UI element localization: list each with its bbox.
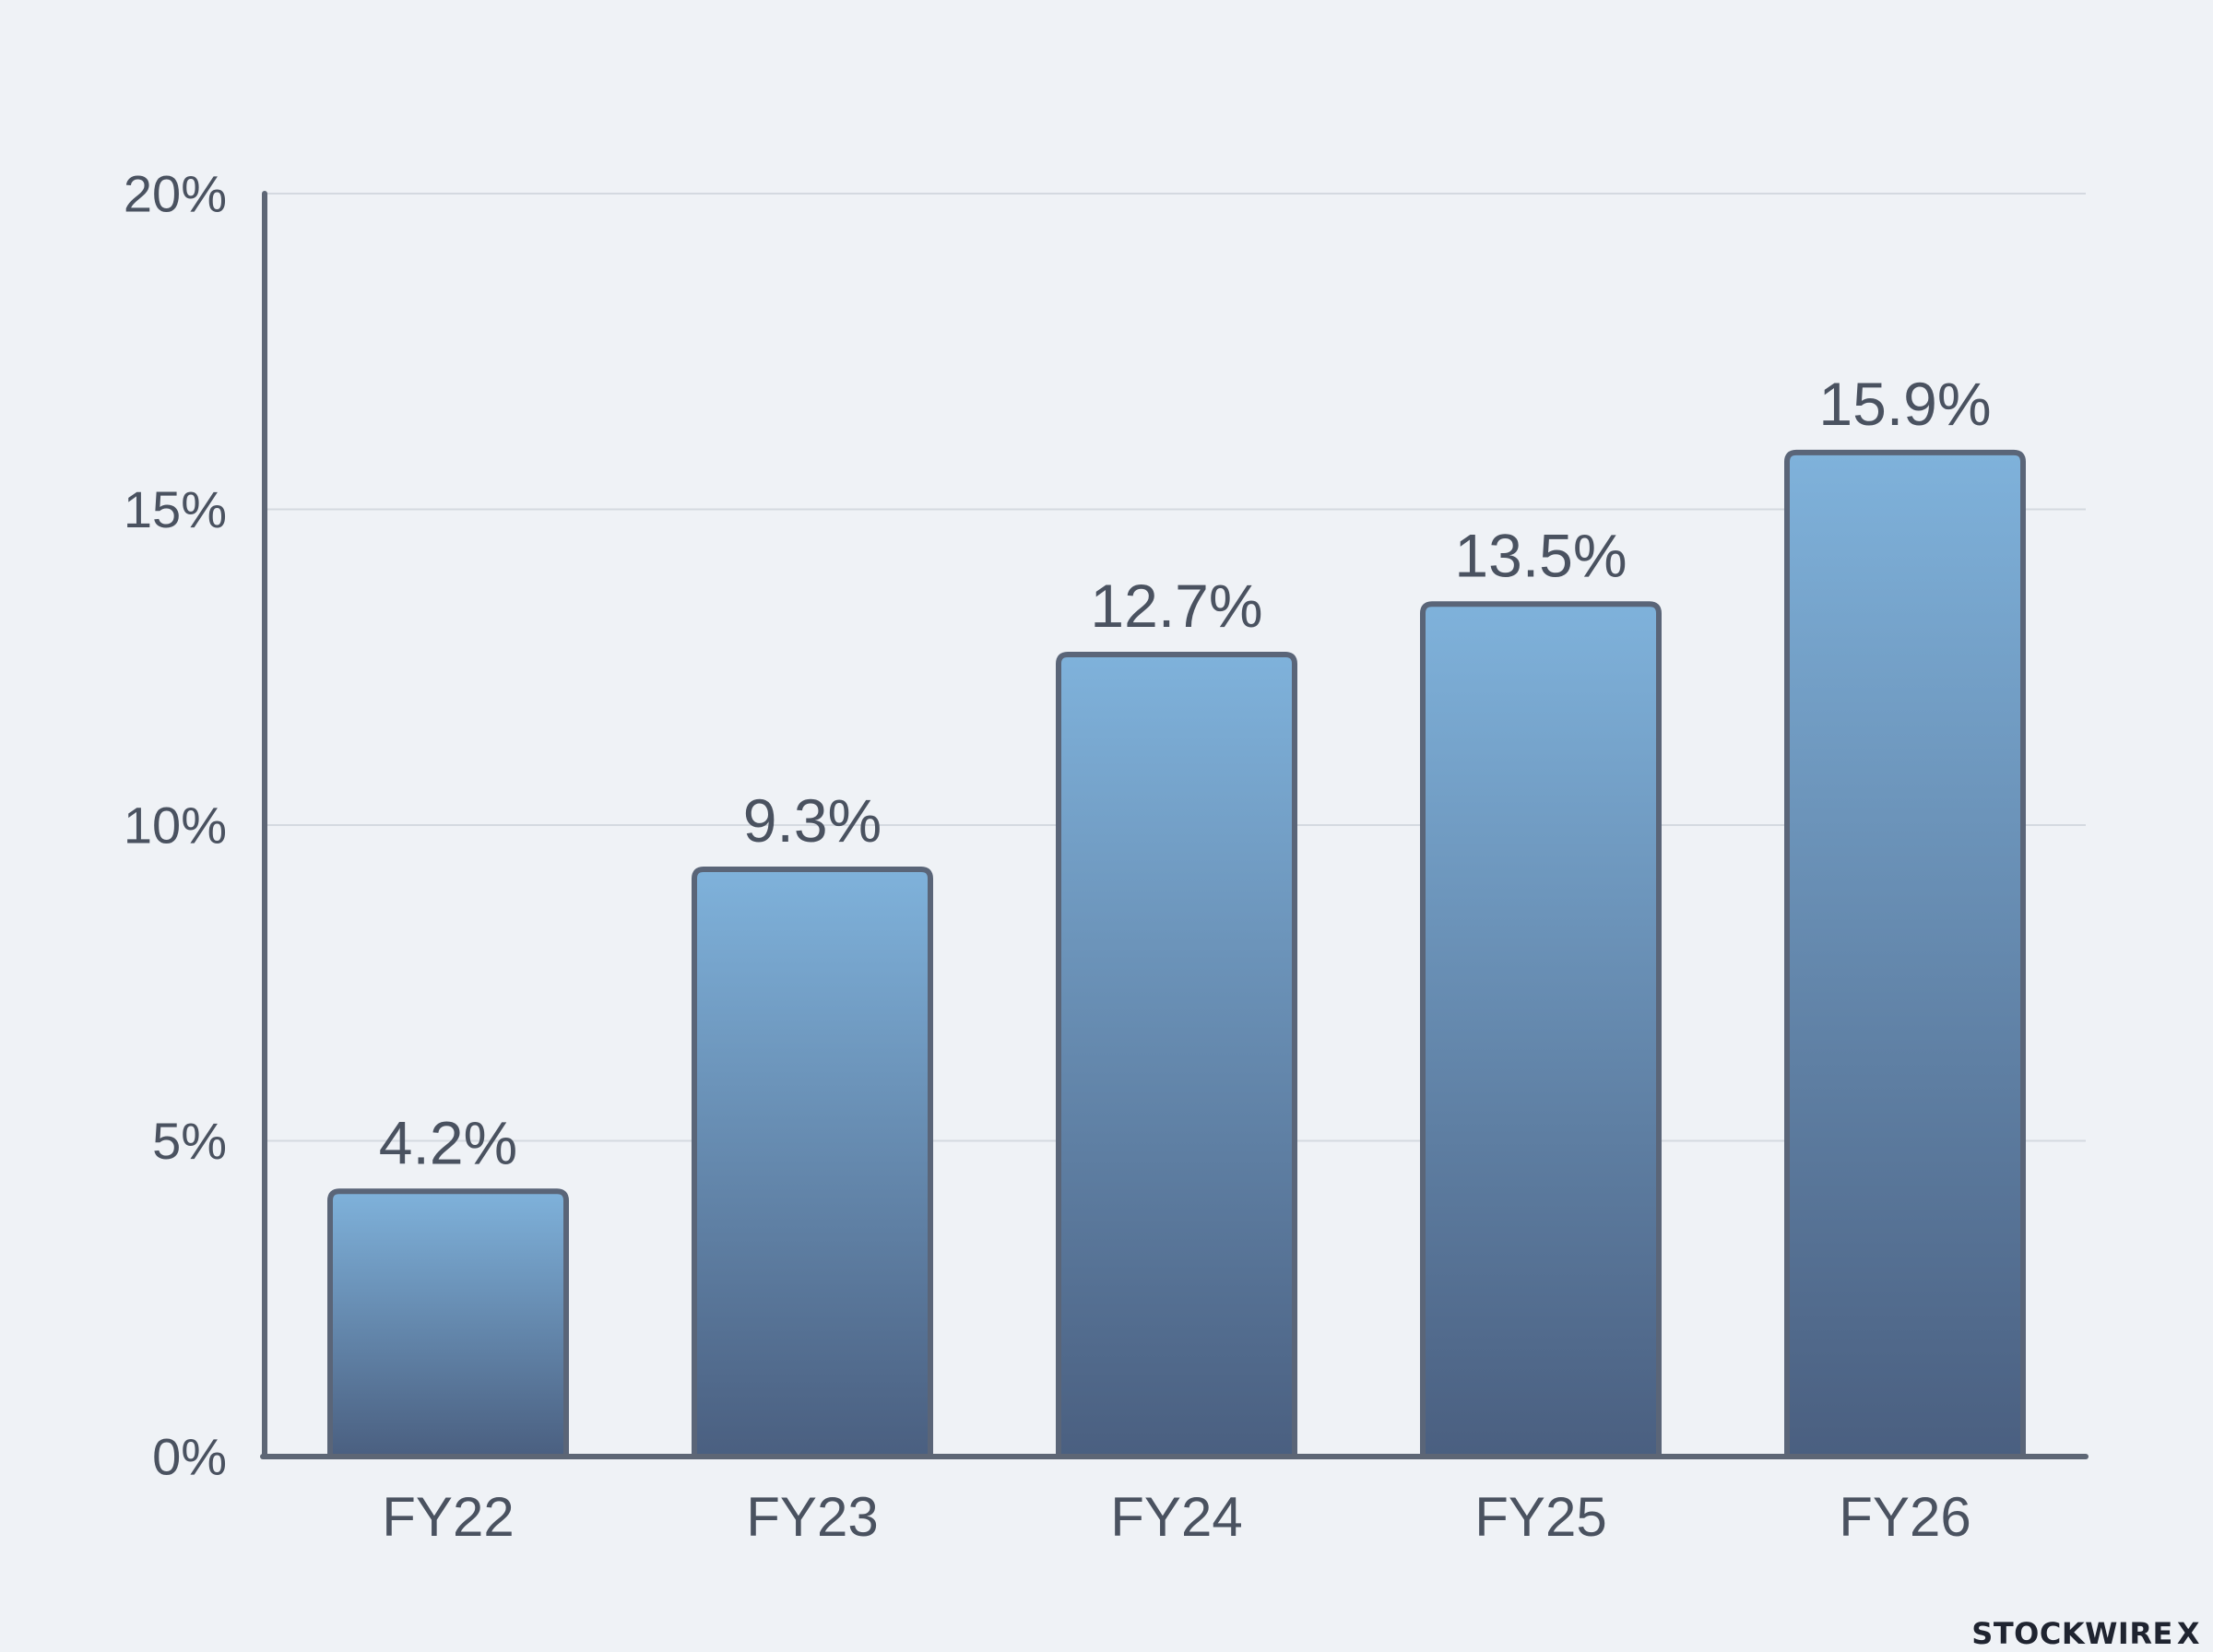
bar-fy24	[1056, 652, 1297, 1459]
data-label: 15.9%	[1818, 370, 1991, 438]
axes	[260, 191, 2089, 1459]
data-label: 4.2%	[379, 1108, 517, 1176]
bar-fy26	[1784, 449, 2026, 1459]
brand-logo: STOCKWIRE X	[1971, 1619, 2200, 1648]
x-tick-label: FY23	[746, 1486, 878, 1548]
data-label: 9.3%	[743, 786, 882, 855]
y-tick-label: 20%	[124, 165, 227, 223]
y-tick-label: 15%	[124, 480, 227, 538]
labels: 0% 5% 10% 15% 20% 4.2% FY22 9.3% FY23 12.7% FY24 13…	[124, 165, 1992, 1549]
x-tick-label: FY24	[1110, 1486, 1242, 1548]
y-tick-label: 5%	[152, 1112, 227, 1170]
x-tick-label: FY22	[382, 1486, 514, 1548]
bars	[327, 449, 2026, 1459]
brand-name: STOCKWIRE	[1971, 1616, 2173, 1651]
data-label: 13.5%	[1454, 521, 1627, 589]
x-tick-label: FY25	[1474, 1486, 1606, 1548]
bar-fy25	[1420, 601, 1662, 1459]
bar-fy23	[692, 866, 933, 1459]
x-tick-label: FY26	[1839, 1486, 1970, 1548]
y-tick-label: 0%	[152, 1428, 227, 1486]
brand-mark-icon: X	[2176, 1616, 2200, 1651]
bar-fy22	[327, 1188, 569, 1459]
y-tick-label: 10%	[124, 796, 227, 855]
data-label: 12.7%	[1090, 572, 1262, 640]
